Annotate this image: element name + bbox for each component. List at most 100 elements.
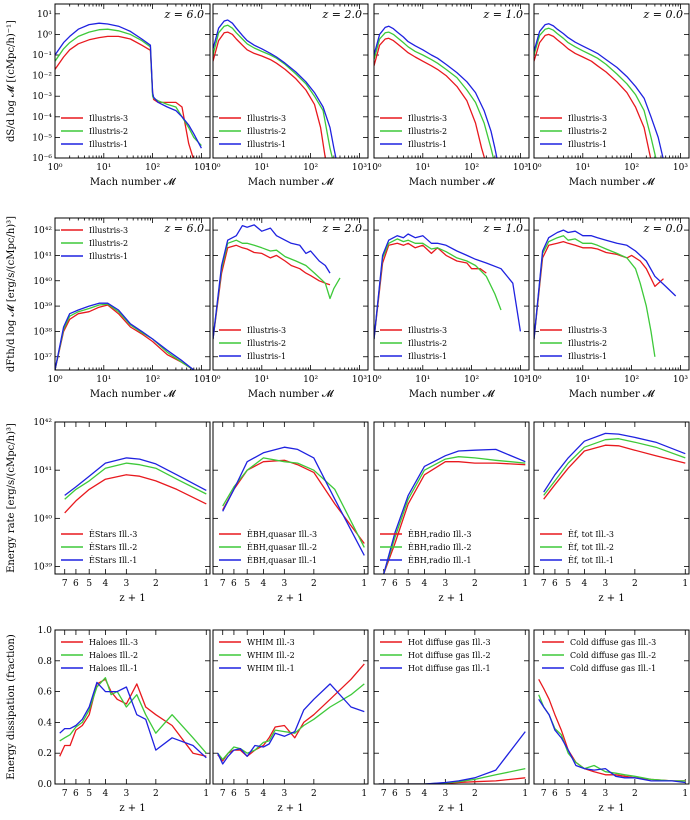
- series-group: [534, 229, 677, 357]
- series-line: [55, 22, 202, 149]
- x-tick-label: 6: [73, 789, 79, 799]
- y-tick-label: 0.0: [38, 780, 53, 790]
- x-tick-label: 6: [392, 789, 398, 799]
- x-tick-label: 4: [582, 789, 588, 799]
- x-tick-label: 4: [103, 789, 109, 799]
- y-tick-label: 0.2: [38, 749, 52, 759]
- series-line: [383, 461, 526, 574]
- legend-label: ĖBH,quasar Ill.-2: [247, 543, 317, 552]
- x-tick-label: 10³: [513, 375, 528, 385]
- x-tick-label: 5: [565, 579, 571, 589]
- x-tick-label: 4: [422, 579, 428, 589]
- x-tick-label: 1: [203, 789, 209, 799]
- y-tick-label: 10³⁹: [33, 302, 52, 312]
- series-line: [213, 244, 331, 340]
- y-tick-label: 10⁴¹: [33, 466, 52, 476]
- legend-label: ĖBH,radio Ill.-1: [408, 556, 471, 565]
- legend-label: Illustris-3: [89, 114, 128, 123]
- x-axis-label: Mach number 𝓜: [569, 389, 656, 400]
- legend-label: Illustris-1: [408, 140, 447, 149]
- x-tick-label: 2: [632, 789, 638, 799]
- legend-label: Ėf, tot Ill.-2: [568, 543, 614, 552]
- x-tick-label: 2: [472, 789, 478, 799]
- x-tick-label: 1: [682, 789, 688, 799]
- y-tick-label: 10⁴¹: [33, 251, 52, 261]
- y-tick-label: 0.6: [38, 688, 53, 698]
- x-tick-label: 10⁰: [205, 163, 220, 173]
- panel-0-1: 10⁰ 10¹ 10² 10³ z = 2.0 Mach number 𝓜 Illustri…: [205, 3, 369, 188]
- legend-label: Illustris-2: [247, 127, 286, 136]
- x-tick-label: 4: [582, 579, 588, 589]
- x-tick-label: 2: [632, 579, 638, 589]
- x-tick-label: 2: [311, 579, 317, 589]
- y-tick-label: 10³⁸: [33, 327, 52, 337]
- x-axis-label: Mach number 𝓜: [409, 177, 496, 188]
- x-tick-label: 4: [261, 579, 267, 589]
- x-tick-label: 1: [682, 579, 688, 589]
- series-group: [217, 663, 365, 765]
- legend: Illustris-3 Illustris-2 Illustris-1: [219, 326, 286, 361]
- panel-1-0: 10⁰ 10¹ 10² 10³ 10³⁷ 10³⁸ 10³⁹ 10⁴⁰ 10⁴¹ 10⁴² z = …: [6, 216, 211, 400]
- x-tick-label: 7: [381, 579, 387, 589]
- axes-frame: [54, 217, 211, 371]
- x-tick-label: 1: [522, 789, 528, 799]
- ticks: 10⁰ 10¹ 10² 10³: [205, 4, 368, 173]
- axes-frame: [54, 629, 211, 785]
- y-tick-label: 1.0: [38, 626, 53, 636]
- series-line: [534, 27, 657, 158]
- y-tick-label: 10⁻³: [32, 92, 52, 102]
- series-line: [55, 304, 195, 370]
- x-axis-label: Mach number 𝓜: [248, 389, 335, 400]
- y-axis-label: dS/d log 𝓜 [(cMpc/h)⁻¹]: [6, 20, 17, 142]
- axes-frame: [212, 217, 369, 371]
- x-tick-label: 7: [220, 789, 226, 799]
- y-tick-label: 10⁴⁰: [33, 514, 52, 524]
- series-group: [222, 446, 365, 556]
- x-tick-label: 10¹: [254, 163, 269, 173]
- legend-label: Illustris-1: [89, 252, 128, 261]
- legend-label: Illustris-1: [247, 352, 286, 361]
- series-line: [374, 233, 522, 340]
- panel-title: z = 0.0: [643, 222, 684, 235]
- series-line: [374, 242, 487, 340]
- y-tick-label: 10⁻⁵: [32, 133, 52, 143]
- legend: Haloes Ill.-3 Haloes Ill.-2 Haloes Ill.-1: [61, 638, 138, 673]
- series-line: [383, 448, 526, 574]
- x-axis-label: z + 1: [277, 593, 303, 604]
- x-tick-label: 10³: [352, 375, 367, 385]
- x-tick-label: 10²: [145, 375, 160, 385]
- legend-label: Haloes Ill.-1: [89, 664, 138, 673]
- legend-label: WHIM Ill.-3: [247, 638, 295, 647]
- ticks: 7 6 5 4 3 2 1 0.0 0.2 0.4 0.6 0.8 1.0: [38, 626, 210, 799]
- legend-label: Illustris-2: [408, 339, 447, 348]
- legend: Illustris-3 Illustris-2 Illustris-1: [540, 326, 607, 361]
- x-tick-label: 10²: [303, 163, 318, 173]
- axes-frame: [54, 3, 211, 159]
- x-tick-label: 7: [541, 579, 547, 589]
- series-group: [374, 25, 498, 158]
- panel-title: z = 1.0: [483, 222, 524, 235]
- x-tick-label: 6: [552, 789, 558, 799]
- series-group: [55, 302, 195, 370]
- panel-title: z = 6.0: [164, 8, 205, 21]
- ticks: 7 6 5 4 3 2 1 10³⁹ 10⁴⁰ 10⁴¹ 10⁴²: [33, 418, 210, 589]
- legend-label: WHIM Ill.-2: [247, 651, 295, 660]
- x-tick-label: 10¹: [96, 163, 111, 173]
- x-tick-label: 10²: [624, 163, 639, 173]
- x-tick-label: 7: [62, 789, 68, 799]
- series-line: [213, 24, 334, 158]
- x-tick-label: 10³: [513, 163, 528, 173]
- x-tick-label: 3: [123, 789, 129, 799]
- x-tick-label: 5: [86, 579, 92, 589]
- legend-label: Illustris-3: [247, 326, 286, 335]
- x-tick-label: 10⁰: [366, 163, 381, 173]
- legend: Illustris-3 Illustris-2 Illustris-1: [219, 114, 286, 149]
- series-line: [64, 474, 207, 514]
- x-tick-label: 10⁰: [526, 163, 541, 173]
- x-axis-label: z + 1: [438, 803, 464, 814]
